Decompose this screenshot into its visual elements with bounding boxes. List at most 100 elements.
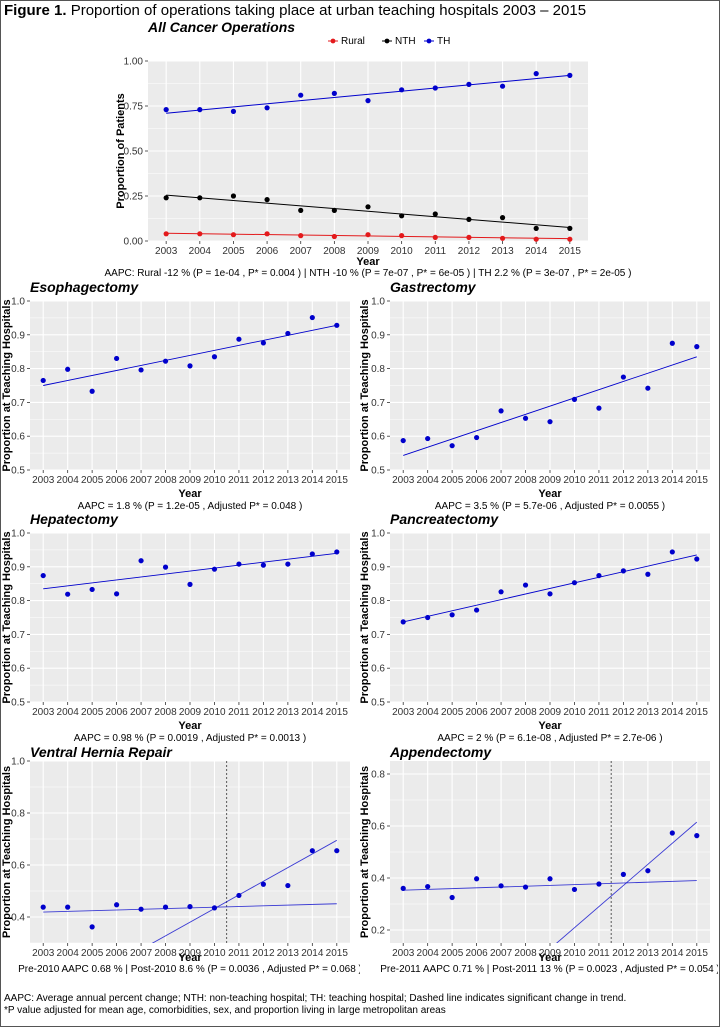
data-point (65, 904, 71, 910)
y-tick-label: 0.9 (371, 330, 385, 341)
x-tick-label: 2013 (637, 707, 660, 718)
data-point (162, 564, 169, 570)
x-tick-label: 2009 (357, 246, 380, 257)
x-tick-label: 2014 (301, 475, 324, 486)
x-tick-label: 2004 (417, 475, 440, 486)
chart-title: Appendectomy (389, 744, 492, 760)
data-point (187, 581, 193, 587)
y-tick-label: 0.8 (371, 364, 385, 375)
data-point (114, 591, 120, 597)
data-point (211, 566, 218, 572)
data-point (694, 833, 700, 839)
y-tick-label: 0.9 (11, 330, 25, 341)
y-tick-label: 0.7 (371, 630, 385, 641)
data-point (365, 232, 371, 238)
x-tick-label: 2012 (612, 475, 635, 486)
data-point (365, 98, 371, 104)
x-tick-label: 2009 (539, 948, 562, 959)
data-point (236, 336, 242, 342)
x-tick-label: 2015 (559, 246, 582, 257)
x-tick-label: 2012 (252, 475, 275, 486)
chart-svg: Pancreatectomy 0.5 0.6 0.7 0.8 0.9 1.0 2003 2004… (359, 511, 710, 744)
data-point (260, 562, 266, 568)
x-tick-label: 2009 (539, 475, 562, 486)
data-point (334, 848, 340, 854)
data-point (466, 81, 472, 87)
y-axis-label: Proportion at Teaching Hospitals (1, 766, 13, 938)
chart-title: All Cancer Operations (147, 19, 295, 35)
data-point (499, 235, 506, 241)
x-tick-label: 2003 (32, 475, 55, 486)
data-point (331, 207, 337, 213)
x-tick-label: 2010 (391, 246, 414, 257)
data-point (474, 434, 480, 441)
data-point (499, 83, 506, 89)
x-axis-label: Year (538, 720, 562, 732)
x-tick-label: 2007 (290, 246, 313, 257)
chart-title: Pancreatectomy (390, 512, 499, 527)
data-point (522, 884, 529, 890)
x-tick-label: 2008 (154, 948, 177, 959)
x-tick-label: 2015 (686, 707, 709, 718)
y-tick-label: 0.4 (11, 913, 25, 924)
y-axis-label: Proportion of Patients (115, 93, 127, 209)
x-tick-label: 2006 (465, 707, 488, 718)
x-tick-label: 2007 (130, 475, 153, 486)
data-point (334, 549, 340, 555)
x-tick-label: 2007 (490, 475, 513, 486)
series-th (43, 552, 337, 590)
y-tick-label: 1.00 (124, 57, 144, 68)
data-point (211, 354, 218, 360)
x-tick-label: 2014 (661, 707, 684, 718)
x-tick-label: 2013 (637, 948, 660, 959)
figure-title: Figure 1. Proportion of operations takin… (4, 2, 586, 19)
data-point (449, 612, 455, 618)
data-point (669, 549, 675, 555)
y-tick-label: 0.6 (371, 664, 385, 675)
x-tick-label: 2010 (563, 948, 586, 959)
data-point (425, 614, 431, 621)
x-tick-label: 2004 (57, 707, 80, 718)
chart-caption: AAPC = 0.98 % (P = 0.0019 , Adjusted P* … (74, 733, 306, 744)
data-point (138, 367, 144, 373)
y-tick-label: 0.7 (371, 398, 385, 409)
y-tick-label: 0.8 (11, 364, 25, 375)
chart-caption: AAPC = 2 % (P = 6.1e-08 , Adjusted P* = … (437, 733, 662, 744)
y-tick-label: 0.7 (11, 630, 25, 641)
x-tick-label: 2010 (203, 475, 226, 486)
data-point (645, 868, 651, 874)
x-tick-label: 2006 (105, 475, 128, 486)
legend-label: Rural (341, 36, 365, 47)
data-point (474, 876, 480, 882)
x-tick-label: 2006 (465, 948, 488, 959)
x-tick-label: 2008 (514, 475, 537, 486)
x-tick-label: 2011 (425, 246, 447, 257)
data-point (40, 572, 46, 579)
x-tick-label: 2010 (563, 475, 586, 486)
data-point (298, 92, 304, 98)
data-point (522, 582, 529, 588)
data-point (466, 234, 472, 240)
x-axis-label: Year (178, 952, 202, 964)
x-tick-label: 2003 (392, 475, 415, 486)
x-tick-label: 2007 (490, 948, 513, 959)
data-point (432, 85, 438, 91)
x-tick-label: 2005 (441, 707, 464, 718)
x-tick-label: 2010 (203, 948, 226, 959)
x-tick-label: 2006 (105, 707, 128, 718)
data-point (309, 551, 315, 557)
data-point (264, 105, 270, 111)
x-axis-label: Year (178, 488, 202, 500)
x-axis-label: Year (356, 256, 380, 268)
data-point (197, 231, 203, 237)
y-tick-label: 0.6 (11, 861, 25, 872)
data-point (669, 340, 675, 346)
legend-key-point (330, 38, 336, 44)
x-tick-label: 2005 (81, 475, 104, 486)
y-tick-label: 0.2 (371, 926, 385, 937)
footnote-adjustment: *P value adjusted for mean age, comorbid… (4, 1005, 446, 1016)
data-point (466, 216, 472, 222)
